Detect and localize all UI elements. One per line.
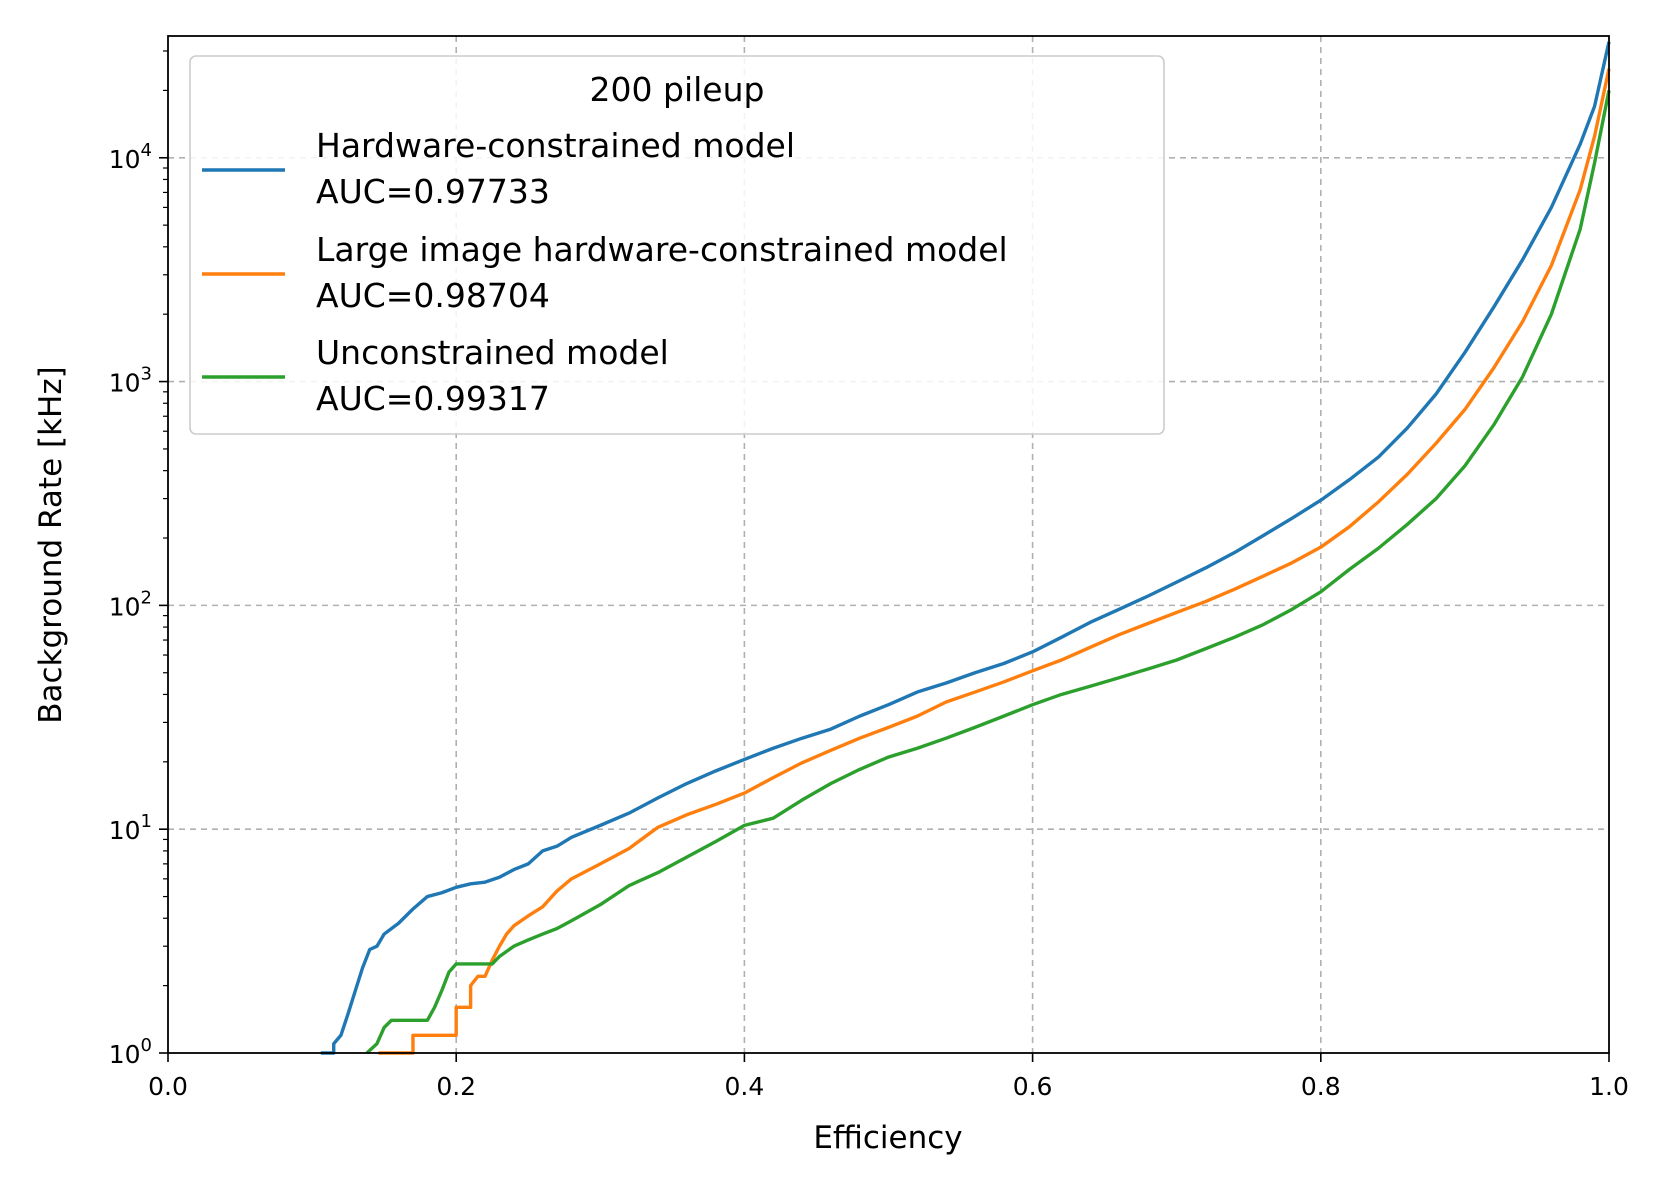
legend-title: 200 pileup [590,70,765,109]
y-axis-label: Background Rate [kHz] [33,366,69,723]
legend-box [189,55,1165,435]
x-tick-label: 0.2 [436,1072,476,1101]
x-tick-label: 0.4 [725,1072,765,1101]
series-lines [320,41,1611,1055]
x-tick-label: 0.6 [1013,1072,1053,1101]
y-tick-label: 104 [109,140,152,174]
series-line-2 [365,90,1611,1055]
legend-auc-large-image: AUC=0.98704 [316,276,550,315]
plot-frame [167,35,1610,1054]
legend: 200 pileup Hardware-constrained model AU… [189,55,1165,435]
legend-label-large-image: Large image hardware-constrained model [316,230,1008,269]
x-tick-label: 0.0 [148,1072,188,1101]
y-tick-label: 103 [109,364,152,398]
series-line-0 [320,41,1611,1055]
axis-ticks: 0.0 0.2 0.4 0.6 0.8 1.0 100 101 102 103 104 [109,50,1629,1101]
y-tick-label: 101 [109,811,152,845]
legend-auc-hardware-constrained: AUC=0.97733 [316,172,550,211]
y-tick-label: 100 [109,1035,152,1069]
legend-label-hardware-constrained: Hardware-constrained model [316,126,795,165]
y-tick-label: 102 [109,587,152,621]
x-tick-label: 0.8 [1301,1072,1341,1101]
x-tick-label: 1.0 [1589,1072,1629,1101]
legend-label-unconstrained: Unconstrained model [316,333,669,372]
x-axis-label: Efficiency [813,1120,962,1156]
legend-auc-unconstrained: AUC=0.99317 [316,379,550,418]
